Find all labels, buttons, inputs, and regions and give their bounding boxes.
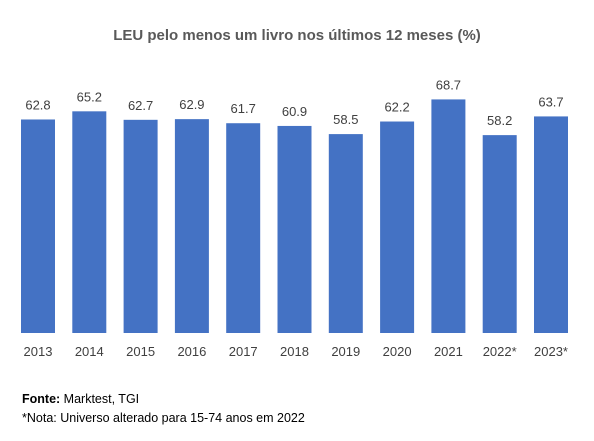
chart-title: LEU pelo menos um livro nos últimos 12 m… (113, 27, 481, 44)
x-tick-2018: 2018 (280, 344, 309, 359)
source-line: Fonte: Marktest, TGI (22, 390, 305, 409)
bar-2018 (277, 125, 312, 333)
data-label-2013: 62.8 (25, 97, 50, 112)
bar-chart: LEU pelo menos um livro nos últimos 12 m… (21, 27, 568, 359)
data-labels-group: 62.8 65.2 62.7 62.9 61.7 60.9 58.5 62.2 68.7 58.2… (25, 77, 563, 128)
source-label: Fonte: (22, 392, 61, 406)
data-label-2019: 58.5 (333, 112, 358, 127)
chart-footer: Fonte: Marktest, TGI *Nota: Universo alt… (22, 390, 305, 428)
x-tick-2019: 2019 (331, 344, 360, 359)
bar-2017 (226, 123, 261, 333)
data-label-2014: 65.2 (77, 89, 102, 104)
data-label-2022-star: 58.2 (487, 113, 512, 128)
bar-2022-star (482, 135, 517, 333)
data-label-2020: 62.2 (384, 100, 409, 115)
data-label-2021: 68.7 (436, 77, 461, 92)
x-tick-2020: 2020 (383, 344, 412, 359)
data-label-2016: 62.9 (179, 97, 204, 112)
bar-2016 (174, 119, 209, 333)
bar-2013 (21, 119, 55, 333)
bar-2014 (72, 111, 107, 333)
x-tick-2017: 2017 (229, 344, 258, 359)
source-text: Marktest, TGI (60, 392, 140, 406)
x-tick-2016: 2016 (177, 344, 206, 359)
note-line: *Nota: Universo alterado para 15-74 anos… (22, 411, 305, 425)
bar-2021 (431, 99, 466, 333)
data-label-2018: 60.9 (282, 104, 307, 119)
x-tick-2015: 2015 (126, 344, 155, 359)
data-label-2015: 62.7 (128, 98, 153, 113)
x-tick-2021: 2021 (434, 344, 463, 359)
bars-group (21, 99, 568, 334)
data-label-2017: 61.7 (231, 101, 256, 116)
x-tick-2014: 2014 (75, 344, 104, 359)
x-tick-2022-star: 2022* (483, 344, 517, 359)
x-tick-2023-star: 2023* (534, 344, 568, 359)
x-tick-2013: 2013 (24, 344, 53, 359)
bar-2019 (328, 134, 363, 333)
bar-2023-star (534, 116, 568, 333)
x-tick-labels-group: 2013 2014 2015 2016 2017 2018 2019 2020 2021 2022… (24, 344, 568, 359)
bar-2020 (380, 121, 415, 334)
bar-2015 (123, 119, 158, 333)
data-label-2023-star: 63.7 (538, 94, 563, 109)
